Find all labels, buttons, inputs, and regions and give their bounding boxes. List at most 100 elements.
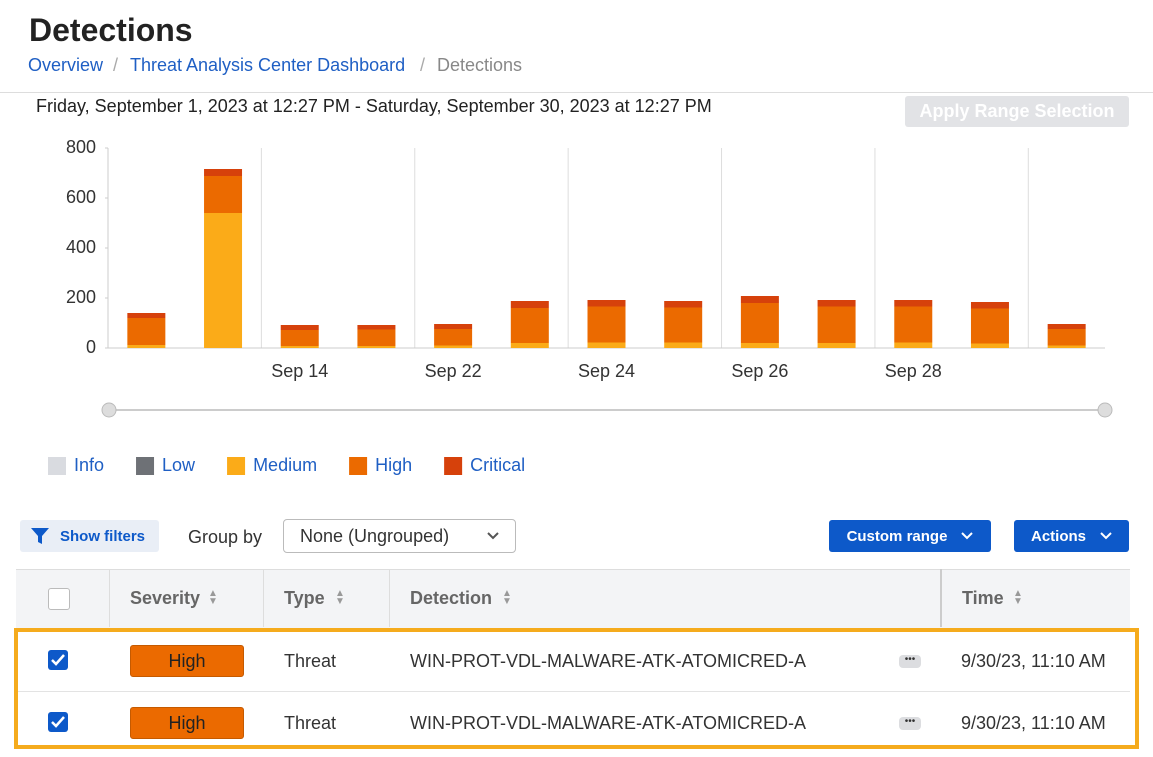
legend-swatch — [48, 457, 66, 475]
y-tick-label: 0 — [86, 337, 96, 357]
actions-button[interactable]: Actions — [1014, 520, 1129, 552]
bar-segment — [740, 303, 779, 343]
bar-segment — [357, 346, 396, 348]
bar-segment — [204, 176, 243, 213]
bar-segment — [740, 296, 779, 303]
bar-segment — [970, 343, 1009, 348]
bar-segment — [280, 346, 319, 348]
legend-label: Info — [74, 455, 104, 475]
bar-segment — [817, 343, 856, 348]
cell: WIN-PROT-VDL-MALWARE-ATK-ATOMICRED-A — [410, 651, 806, 671]
legend-label: High — [375, 455, 412, 475]
slider-handle[interactable] — [1097, 402, 1113, 418]
bar-segment — [894, 300, 933, 307]
chevron — [961, 532, 974, 540]
table-header — [16, 569, 1130, 628]
bar-segment — [817, 300, 856, 307]
bar-segment — [587, 300, 626, 307]
group-by-select[interactable]: None (Ungrouped) — [283, 519, 516, 553]
cell: WIN-PROT-VDL-MALWARE-ATK-ATOMICRED-A — [410, 713, 806, 733]
filter-icon — [31, 528, 49, 544]
col-divider — [109, 569, 110, 627]
row-checkbox[interactable] — [48, 712, 68, 732]
custom-range-button[interactable]: Custom range — [829, 520, 991, 552]
bar-segment — [204, 169, 243, 176]
sort-icon[interactable]: ▲ ▼ — [335, 588, 345, 607]
bar-segment — [664, 301, 703, 308]
col-divider — [263, 569, 264, 627]
chart: 0 200 400 600 800 Sep 14 Sep 22 Sep 24 Sep 26 Sep… — [48, 137, 1113, 475]
y-tick-label: 600 — [66, 187, 96, 207]
y-tick-label: 400 — [66, 237, 96, 257]
cell: 9/30/23, 11:10 AM — [961, 713, 1106, 733]
severity-badge: High — [130, 645, 244, 677]
x-tick-label: Sep 14 — [271, 361, 328, 381]
bar-segment — [434, 324, 473, 329]
column-header[interactable]: Time — [962, 588, 1004, 608]
check-icon — [51, 654, 65, 666]
bar-segment — [510, 308, 549, 343]
row-checkbox[interactable] — [48, 650, 68, 670]
show-filters-button[interactable]: Show filters — [20, 520, 159, 552]
legend-label: Critical — [470, 455, 525, 475]
bar-segment — [970, 308, 1009, 344]
more-button[interactable]: ••• — [899, 655, 921, 668]
bar-segment — [280, 325, 319, 330]
button-label: Show filters — [60, 527, 146, 545]
select-all-checkbox[interactable] — [48, 588, 70, 610]
sort-icon[interactable]: ▲ ▼ — [1013, 588, 1023, 607]
breadcrumb[interactable]: Overview — [28, 55, 104, 75]
chevron — [487, 532, 499, 540]
bar-segment — [280, 330, 319, 346]
bar-segment — [587, 306, 626, 343]
divider — [0, 92, 1153, 93]
apply-button[interactable]: Apply Range Selection — [905, 96, 1129, 127]
bar-segment — [894, 342, 933, 348]
x-tick-label: Sep 22 — [425, 361, 482, 381]
bar-segment — [510, 301, 549, 308]
bar-segment — [894, 306, 933, 343]
legend-swatch — [136, 457, 155, 475]
legend-label: Low — [162, 455, 196, 475]
select-value: None (Ungrouped) — [300, 525, 450, 546]
more-button[interactable]: ••• — [899, 717, 921, 730]
x-tick-label: Sep 24 — [578, 361, 635, 381]
column-header[interactable]: Severity — [130, 588, 201, 608]
severity-badge: High — [130, 707, 244, 739]
bar-segment — [204, 213, 243, 348]
x-tick-label: Sep 26 — [731, 361, 788, 381]
separator: / — [420, 55, 426, 75]
bar-segment — [127, 318, 166, 345]
bar-segment — [434, 345, 473, 348]
breadcrumb-current: Detections — [437, 55, 523, 75]
cell: 9/30/23, 11:10 AM — [961, 651, 1106, 671]
cell: Threat — [284, 651, 337, 671]
sort-icon[interactable]: ▲ ▼ — [208, 588, 218, 607]
bar-segment — [587, 342, 626, 348]
y-tick-label: 800 — [66, 137, 96, 157]
bar-segment — [357, 325, 396, 330]
sort-icon[interactable]: ▲ ▼ — [502, 588, 512, 607]
bar-segment — [1047, 324, 1086, 329]
separator: / — [113, 55, 119, 75]
column-header[interactable]: Detection — [410, 588, 493, 608]
legend-swatch — [349, 457, 368, 475]
page-title: Detections — [29, 12, 193, 48]
bar-segment — [434, 329, 473, 346]
bar-segment — [1047, 329, 1086, 346]
bar-segment — [510, 343, 549, 348]
bar-segment — [817, 306, 856, 343]
group-by-label: Group by — [188, 527, 263, 547]
slider-handle[interactable] — [101, 402, 117, 418]
column-header[interactable]: Type — [284, 588, 325, 608]
legend-swatch — [444, 457, 463, 475]
cell: Threat — [284, 713, 337, 733]
bar-segment — [664, 307, 703, 343]
bar-segment — [664, 342, 703, 348]
breadcrumb[interactable]: Threat Analysis Center Dashboard — [130, 55, 406, 75]
col-divider — [389, 569, 390, 627]
chevron — [1100, 532, 1112, 540]
bar-segment — [127, 313, 166, 318]
bar-segment — [127, 345, 166, 348]
